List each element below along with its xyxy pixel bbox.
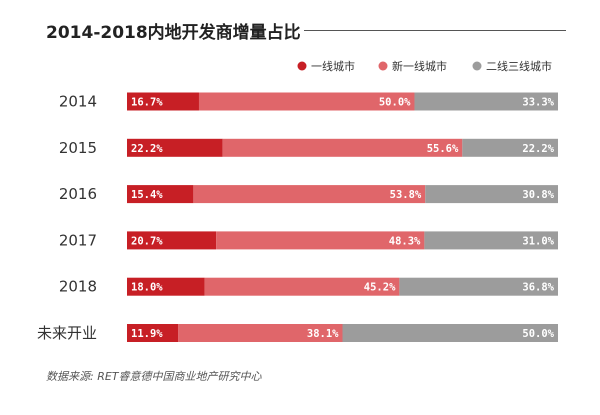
bar-segment-2-2: [425, 185, 558, 204]
chart-title-block: 2014-2018内地开发商增量占比: [46, 18, 566, 46]
bar-segment-5-2: [342, 324, 558, 342]
data-label-3-2: 31.0%: [522, 235, 554, 247]
data-label-1-0: 22.2%: [131, 143, 163, 155]
bar-segment-4-1: [204, 277, 400, 296]
data-label-5-0: 11.9%: [131, 328, 163, 340]
data-label-2-0: 15.4%: [131, 189, 163, 201]
bar-segment-1-2: [462, 138, 558, 157]
data-label-2-2: 30.8%: [522, 189, 554, 201]
source-note: 数据来源: RET睿意德中国商业地产研究中心: [46, 370, 262, 383]
data-label-0-2: 33.3%: [522, 97, 554, 109]
bar-segment-1-0: [127, 138, 223, 157]
bar-segment-2-0: [127, 185, 194, 204]
title-rule: [304, 30, 566, 31]
legend-marker-0: [297, 61, 307, 71]
legend-marker-1: [378, 61, 388, 71]
data-label-4-0: 18.0%: [131, 282, 163, 294]
category-label-3: 2017: [59, 231, 97, 249]
data-label-2-1: 53.8%: [390, 189, 422, 201]
legend-label-1: 新一线城市: [392, 59, 447, 73]
category-label-5: 未来开业: [37, 324, 97, 342]
bar-segment-3-1: [216, 231, 425, 250]
legend-marker-2: [472, 61, 482, 71]
category-label-4: 2018: [59, 278, 97, 296]
legend-label-2: 二线三线城市: [486, 59, 552, 73]
bar-segment-3-2: [424, 231, 558, 250]
bar-segment-2-1: [193, 185, 426, 204]
data-label-4-1: 45.2%: [364, 282, 396, 294]
data-label-1-1: 55.6%: [427, 143, 459, 155]
bar-segment-0-1: [198, 92, 415, 111]
bar-segment-5-1: [178, 324, 343, 342]
category-label-2: 2016: [59, 185, 97, 203]
data-label-3-0: 20.7%: [131, 235, 163, 247]
data-label-1-2: 22.2%: [522, 143, 554, 155]
data-label-5-2: 50.0%: [522, 328, 554, 340]
bar-segment-5-0: [127, 324, 179, 342]
bar-segment-0-0: [127, 92, 199, 111]
data-label-4-2: 36.8%: [522, 282, 554, 294]
bar-segment-3-0: [127, 231, 217, 250]
data-label-5-1: 38.1%: [307, 328, 339, 340]
data-label-0-1: 50.0%: [379, 97, 411, 109]
data-label-0-0: 16.7%: [131, 97, 163, 109]
bar-segment-1-1: [222, 138, 463, 157]
chart-title: 2014-2018内地开发商增量占比: [46, 23, 301, 43]
data-label-3-1: 48.3%: [389, 235, 421, 247]
category-label-1: 2015: [59, 139, 97, 157]
bar-segment-0-2: [414, 92, 558, 111]
bar-segment-4-0: [127, 277, 205, 296]
category-label-0: 2014: [59, 93, 97, 111]
bar-segment-4-2: [399, 277, 558, 296]
legend-label-0: 一线城市: [311, 59, 355, 73]
